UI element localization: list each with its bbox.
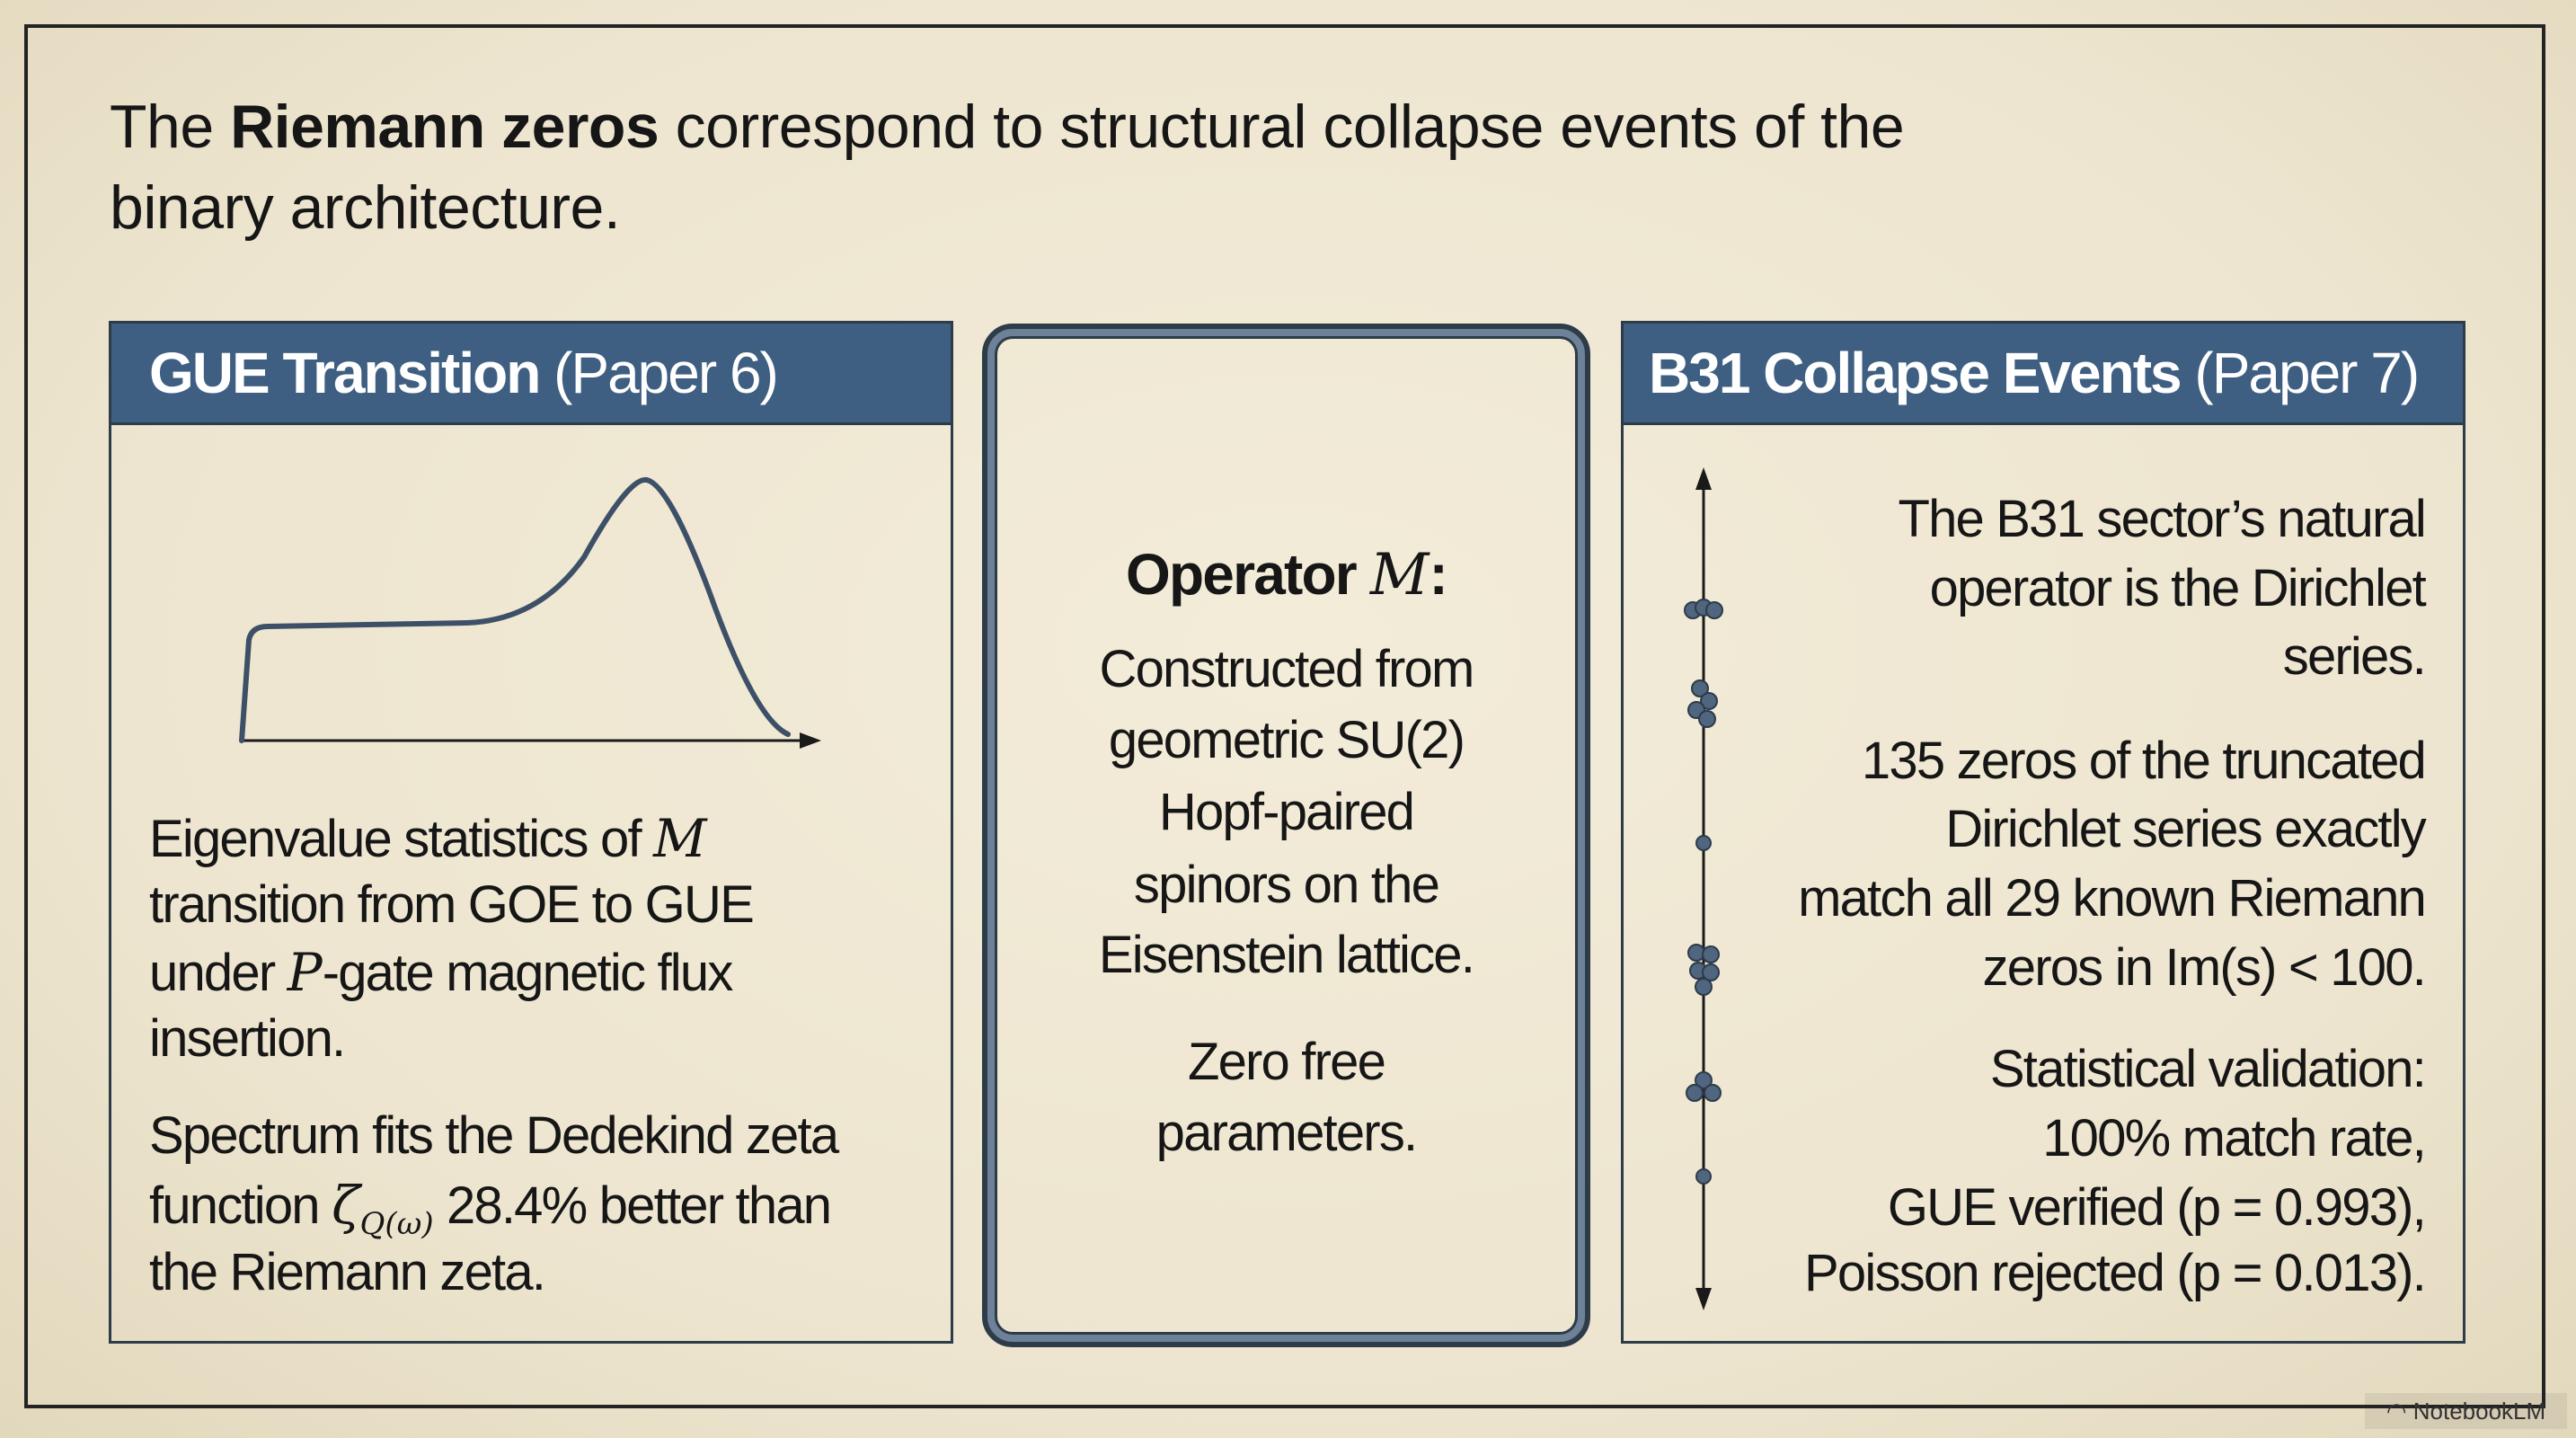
right-p1-line: series. (2282, 627, 2427, 686)
left-p1-line: transition from GOE to GUE (149, 875, 755, 934)
right-p2-line: 135 zeros of the truncated (1861, 732, 2427, 790)
left-p1-line: insertion. (149, 1009, 346, 1068)
left-p1-line: under P-gate magnetic flux (149, 942, 733, 1003)
operator-text-line: geometric SU(2) (1108, 711, 1465, 769)
title-text: correspond to structural collapse events… (659, 93, 1905, 161)
title-emphasis: Riemann zeros (230, 93, 659, 161)
b31-collapse-panel: B31 Collapse Events (Paper 7) The B31 se… (1621, 321, 2465, 1344)
x-axis-arrow-icon (800, 732, 821, 749)
arrow-down-icon (1695, 1288, 1712, 1310)
gue-transition-curve (239, 476, 821, 749)
right-p3-line: Poisson rejected (p = 0.013). (1804, 1244, 2427, 1302)
right-p2-line: match all 29 known Riemann (1798, 869, 2427, 928)
gue-transition-panel: GUE Transition (Paper 6) Eigenvalue stat… (109, 321, 953, 1344)
zero-point (1695, 835, 1712, 851)
slide-title: The Riemann zeros correspond to structur… (110, 86, 1905, 248)
slide-frame (24, 24, 2545, 1408)
right-p2-line: zeros in Im(s) < 100. (1982, 938, 2427, 997)
left-p2-line: Spectrum fits the Dedekind zeta (149, 1106, 839, 1165)
operator-panel: Operator M: Constructed from geometric S… (982, 324, 1590, 1347)
left-p2-line: function ζQ(ω) 28.4% better than (149, 1175, 832, 1242)
right-p2-line: Dirichlet series exactly (1945, 800, 2427, 858)
zeros-number-line (1684, 467, 1723, 1310)
operator-text-line: spinors on the (1133, 856, 1440, 914)
right-p3-line: GUE verified (p = 0.993), (1887, 1178, 2427, 1237)
panel-header: B31 Collapse Events (Paper 7) (1624, 324, 2463, 425)
arrow-up-icon (1695, 467, 1712, 490)
distribution-curve (239, 476, 791, 743)
header-title: B31 Collapse Events (1649, 341, 2182, 405)
panel-header: GUE Transition (Paper 6) (111, 324, 951, 425)
left-p1-line: Eigenvalue statistics of M (149, 808, 707, 869)
right-p1-line: The B31 sector’s natural (1898, 490, 2426, 548)
right-p3-line: Statistical validation: (1989, 1040, 2427, 1098)
title-text: binary architecture. (110, 173, 621, 242)
operator-text-line: Constructed from (1099, 640, 1474, 698)
zero-cluster (1686, 1071, 1722, 1102)
notebooklm-logo-icon: ◠ (2386, 1398, 2413, 1425)
right-p3-line: 100% match rate, (2042, 1109, 2427, 1167)
operator-heading: Operator M: (1126, 542, 1448, 608)
notebooklm-watermark: ◠ NotebookLM (2365, 1393, 2567, 1429)
math-symbol-p: P (287, 942, 323, 1003)
operator-text-line: Hopf-paired (1158, 783, 1415, 841)
header-subtitle: (Paper 7) (2180, 341, 2420, 405)
zero-cluster (1687, 944, 1720, 996)
header-title: GUE Transition (149, 341, 541, 405)
math-subscript: Q(ω) (359, 1206, 434, 1242)
left-p2-line: the Riemann zeta. (149, 1243, 546, 1301)
zero-cluster (1684, 599, 1723, 619)
zero-point (1695, 1168, 1712, 1185)
operator-text-line: parameters. (1155, 1104, 1418, 1162)
right-p1-line: operator is the Dirichlet (1929, 559, 2427, 617)
title-text: The (110, 93, 231, 161)
header-subtitle: (Paper 6) (539, 341, 779, 405)
zero-cluster (1687, 679, 1718, 728)
math-zeta: ζ (332, 1175, 360, 1236)
operator-text-line: Zero free (1187, 1033, 1386, 1091)
math-symbol-m: M (653, 808, 707, 869)
operator-text-line: Eisenstein lattice. (1098, 926, 1475, 984)
